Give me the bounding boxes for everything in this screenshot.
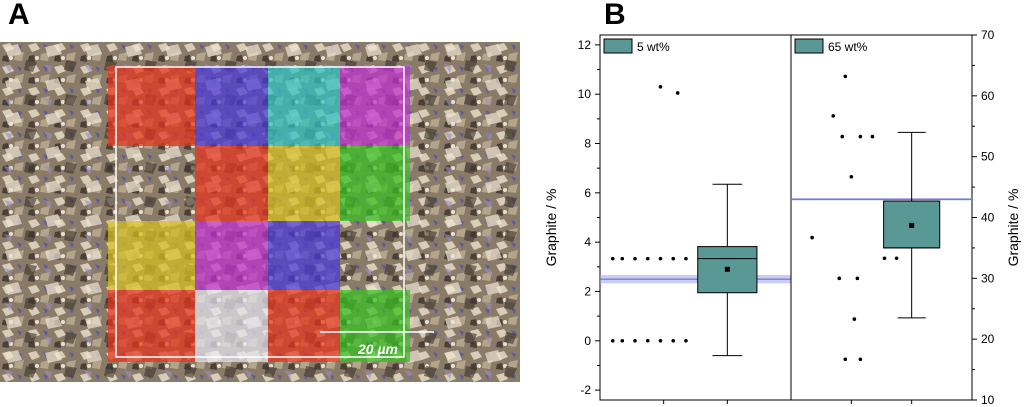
- overlay-tile: [195, 66, 268, 146]
- data-point: [810, 235, 814, 240]
- y-tick-label: 6: [584, 186, 591, 200]
- overlay-tile: [340, 290, 410, 362]
- data-point: [843, 357, 848, 362]
- y-tick-label: 4: [584, 235, 591, 249]
- y-tick-label: 8: [584, 137, 591, 151]
- y-tick-label: 40: [981, 211, 995, 225]
- box-mean-marker: [909, 222, 915, 228]
- legend-label: 5 wt%: [637, 40, 670, 54]
- data-point: [684, 339, 688, 343]
- data-point: [894, 256, 899, 261]
- y-tick-label: 12: [578, 38, 592, 52]
- data-point: [858, 134, 863, 139]
- overlay-tile: [268, 66, 340, 146]
- data-point: [858, 357, 863, 362]
- legend-swatch: [794, 38, 824, 54]
- data-point: [610, 256, 615, 261]
- y-tick-label: 2: [584, 284, 591, 298]
- y-tick-label: 70: [981, 28, 995, 42]
- data-point: [675, 91, 680, 95]
- data-point: [645, 339, 650, 343]
- data-point: [849, 174, 854, 179]
- overlay-tile: [340, 66, 410, 146]
- data-point: [620, 256, 625, 261]
- overlay-tile: [108, 221, 195, 290]
- panel-label-a: A: [8, 0, 30, 31]
- micrograph-image: 20 µm: [0, 42, 520, 382]
- data-point: [843, 74, 848, 79]
- y-tick-label: 10: [981, 393, 995, 407]
- data-point: [840, 134, 845, 139]
- y-axis-label: Graphite / %: [543, 189, 559, 267]
- data-point: [671, 339, 676, 343]
- plot-frame: [599, 34, 792, 401]
- boxplot-chart: -2 0 2 4 6 8 10 12 Graphite / % 5 wt% 10 20 30 40 50 60…: [543, 28, 1021, 407]
- data-point: [855, 276, 860, 281]
- data-point: [831, 114, 836, 118]
- scale-bar-label: 20 µm: [357, 341, 398, 357]
- plot-frame: [790, 34, 973, 401]
- data-point: [620, 339, 625, 343]
- y-tick-label: -2: [580, 383, 591, 397]
- box-iqr: [883, 200, 941, 249]
- data-point: [882, 256, 887, 261]
- data-point: [633, 256, 637, 261]
- data-point: [658, 339, 663, 343]
- data-point: [870, 134, 875, 139]
- data-point: [852, 317, 857, 321]
- y-tick-label: 50: [981, 150, 995, 164]
- y-axis-label: Graphite / %: [1005, 189, 1021, 267]
- data-point: [658, 256, 663, 261]
- overlay-tile: [268, 146, 340, 221]
- legend-label: 65 wt%: [828, 40, 868, 54]
- data-point: [658, 84, 663, 89]
- overlay-tile: [195, 290, 268, 362]
- data-point: [633, 339, 637, 343]
- box-mean-marker: [724, 266, 730, 272]
- overlay-tile: [195, 221, 268, 290]
- overlay-tile: [108, 66, 195, 146]
- overlay-tile: [268, 221, 340, 290]
- legend-swatch: [603, 38, 633, 54]
- overlay-tile: [195, 146, 268, 221]
- panel-label-b: B: [604, 0, 626, 31]
- y-tick-label: 0: [584, 334, 591, 348]
- data-point: [610, 339, 615, 343]
- y-tick-label: 20: [981, 332, 995, 346]
- y-tick-label: 10: [578, 87, 592, 101]
- data-point: [671, 256, 676, 261]
- selection-frame: [115, 66, 405, 358]
- data-point: [837, 276, 842, 281]
- data-point: [684, 256, 688, 261]
- overlay-tile: [340, 146, 410, 221]
- y-tick-label: 30: [981, 271, 995, 285]
- data-point: [645, 256, 650, 261]
- overlay-tile: [108, 290, 195, 362]
- overlay-tile: [268, 290, 340, 362]
- y-tick-label: 60: [981, 89, 995, 103]
